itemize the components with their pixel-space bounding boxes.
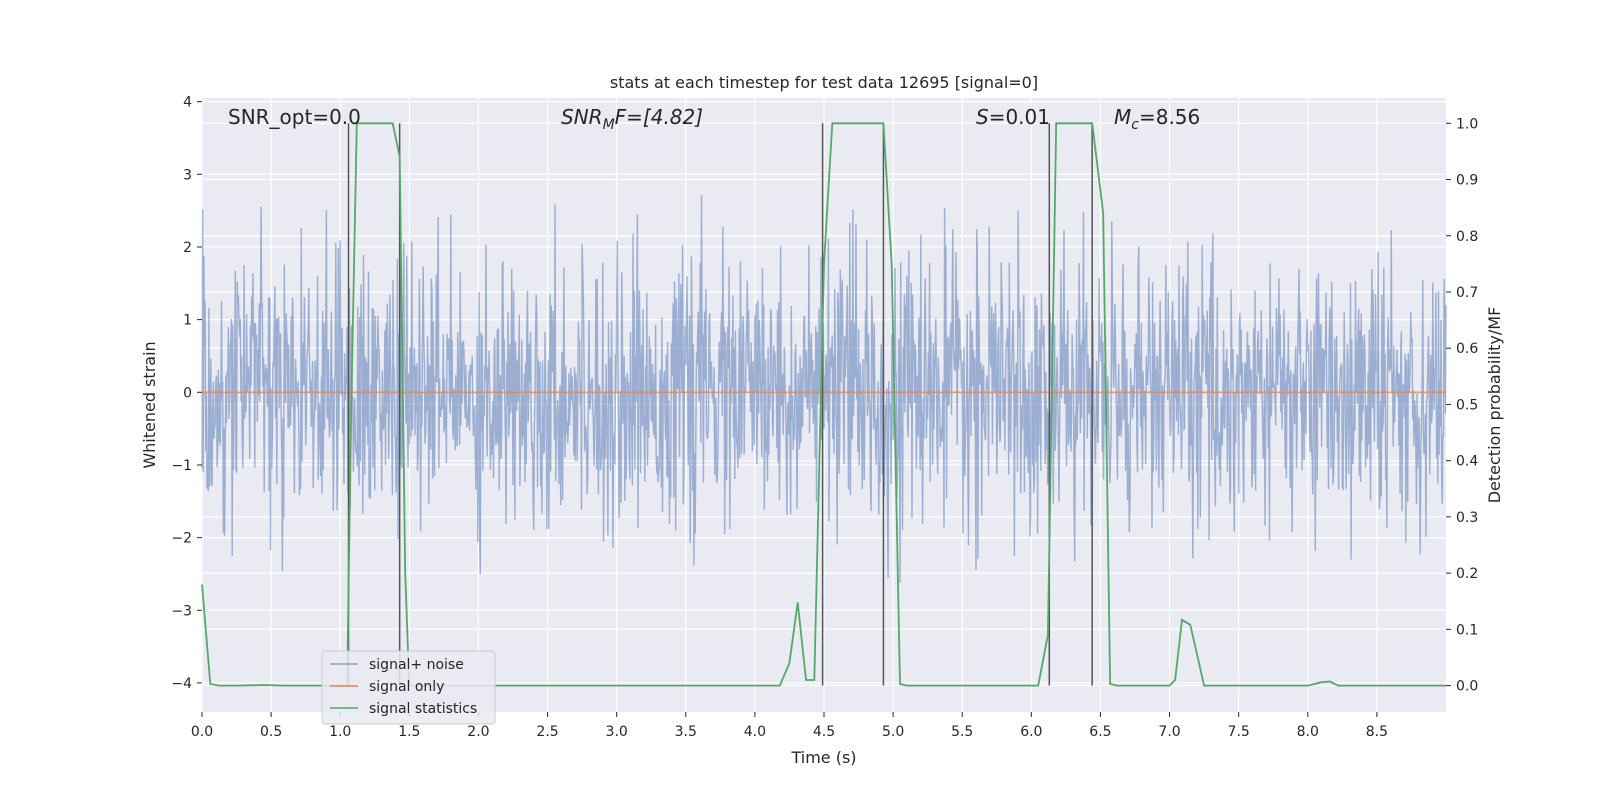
y-tick-label: 3 — [183, 167, 192, 183]
x-tick-label: 5.5 — [951, 724, 973, 740]
y-tick-label: −3 — [171, 603, 192, 619]
y-tick-label: −2 — [171, 531, 192, 547]
signal-statistics-line — [201, 122, 1446, 687]
x-tick-label: 8.0 — [1297, 724, 1319, 740]
x-tick-label: 5.0 — [882, 724, 904, 740]
signal-noise-series — [201, 194, 1447, 583]
y-axis-label: Whitened strain — [140, 341, 159, 468]
y2-tick-label: 0.2 — [1456, 566, 1478, 582]
y-tick-label: −4 — [171, 676, 192, 692]
x-tick-label: 4.5 — [813, 724, 835, 740]
y2-tick-labels: 1.0 0.9 0.8 0.7 0.6 0.5 0.4 0.3 0.2 0.1 0.0 — [1446, 116, 1478, 695]
x-tick-label: 2.5 — [536, 724, 558, 740]
annotation-s-italic: S — [976, 105, 989, 129]
x-tick-label: 6.5 — [1089, 724, 1111, 740]
signal-statistics-series — [201, 122, 1446, 687]
x-tick-label: 1.0 — [329, 724, 351, 740]
y2-tick-label: 0.9 — [1456, 173, 1478, 189]
annotation-mc: Mc=8.56 — [1114, 105, 1200, 133]
x-tick-label: 3.0 — [606, 724, 628, 740]
x-tick-label: 3.5 — [675, 724, 697, 740]
x-tick-label: 1.5 — [398, 724, 420, 740]
annotation-snr-mf-sub: M — [603, 117, 615, 133]
legend-label-signal: signal only — [369, 679, 444, 695]
annotation-s-rest: =0.01 — [989, 105, 1050, 129]
x-tick-label: 7.0 — [1158, 724, 1180, 740]
x-axis-label: Time (s) — [790, 748, 856, 767]
y2-tick-label: 1.0 — [1456, 116, 1478, 132]
x-tick-label: 8.5 — [1366, 724, 1388, 740]
x-tick-label: 2.0 — [467, 724, 489, 740]
y2-tick-label: 0.6 — [1456, 341, 1478, 357]
x-tick-label: 0.0 — [191, 724, 213, 740]
legend-box — [321, 650, 496, 725]
x-tick-label: 4.0 — [744, 724, 766, 740]
y-tick-label: 1 — [183, 313, 192, 329]
y2-tick-label: 0.0 — [1456, 679, 1478, 695]
y-tick-label: 4 — [183, 95, 192, 111]
annotation-snr-mf-main: SNR — [561, 105, 603, 129]
legend-label-noise: signal+ noise — [369, 657, 464, 673]
annotation-snr-mf: SNRMF=[4.82] — [561, 105, 703, 133]
y-tick-label: 0 — [183, 385, 192, 401]
y2-tick-label: 0.5 — [1456, 397, 1478, 413]
x-tick-labels: 0.0 0.5 1.0 1.5 2.0 2.5 3.0 3.5 4.0 4.5 5.0 5.5 6.0 6… — [191, 712, 1388, 740]
y2-tick-label: 0.1 — [1456, 622, 1478, 638]
y2-tick-label: 0.8 — [1456, 229, 1478, 245]
annotation-mc-sub: c — [1131, 117, 1139, 133]
y2-tick-label: 0.7 — [1456, 285, 1478, 301]
annotation-mc-main: M — [1114, 105, 1131, 129]
y-tick-labels: 4 3 2 1 0 −1 −2 −3 −4 — [171, 95, 202, 692]
annotation-snr-opt: SNR_opt=0.0 — [228, 105, 361, 129]
chart-title: stats at each timestep for test data 126… — [610, 73, 1038, 92]
x-tick-label: 7.5 — [1228, 724, 1250, 740]
y-tick-label: 2 — [183, 240, 192, 256]
y2-tick-label: 0.4 — [1456, 454, 1478, 470]
legend: signal+ noise signal only signal statist… — [321, 650, 496, 725]
y-tick-label: −1 — [171, 458, 192, 474]
y2-axis-label: Detection probability/MF — [1485, 307, 1504, 504]
legend-label-statistics: signal statistics — [369, 701, 477, 717]
x-tick-label: 0.5 — [260, 724, 282, 740]
y2-tick-label: 0.3 — [1456, 510, 1478, 526]
annotation-s: S=0.01 — [976, 105, 1050, 129]
x-tick-label: 6.0 — [1020, 724, 1042, 740]
noise-line — [201, 194, 1447, 583]
annotation-mc-rest: =8.56 — [1139, 105, 1200, 129]
annotation-snr-mf-rest: F=[4.82] — [615, 105, 703, 129]
